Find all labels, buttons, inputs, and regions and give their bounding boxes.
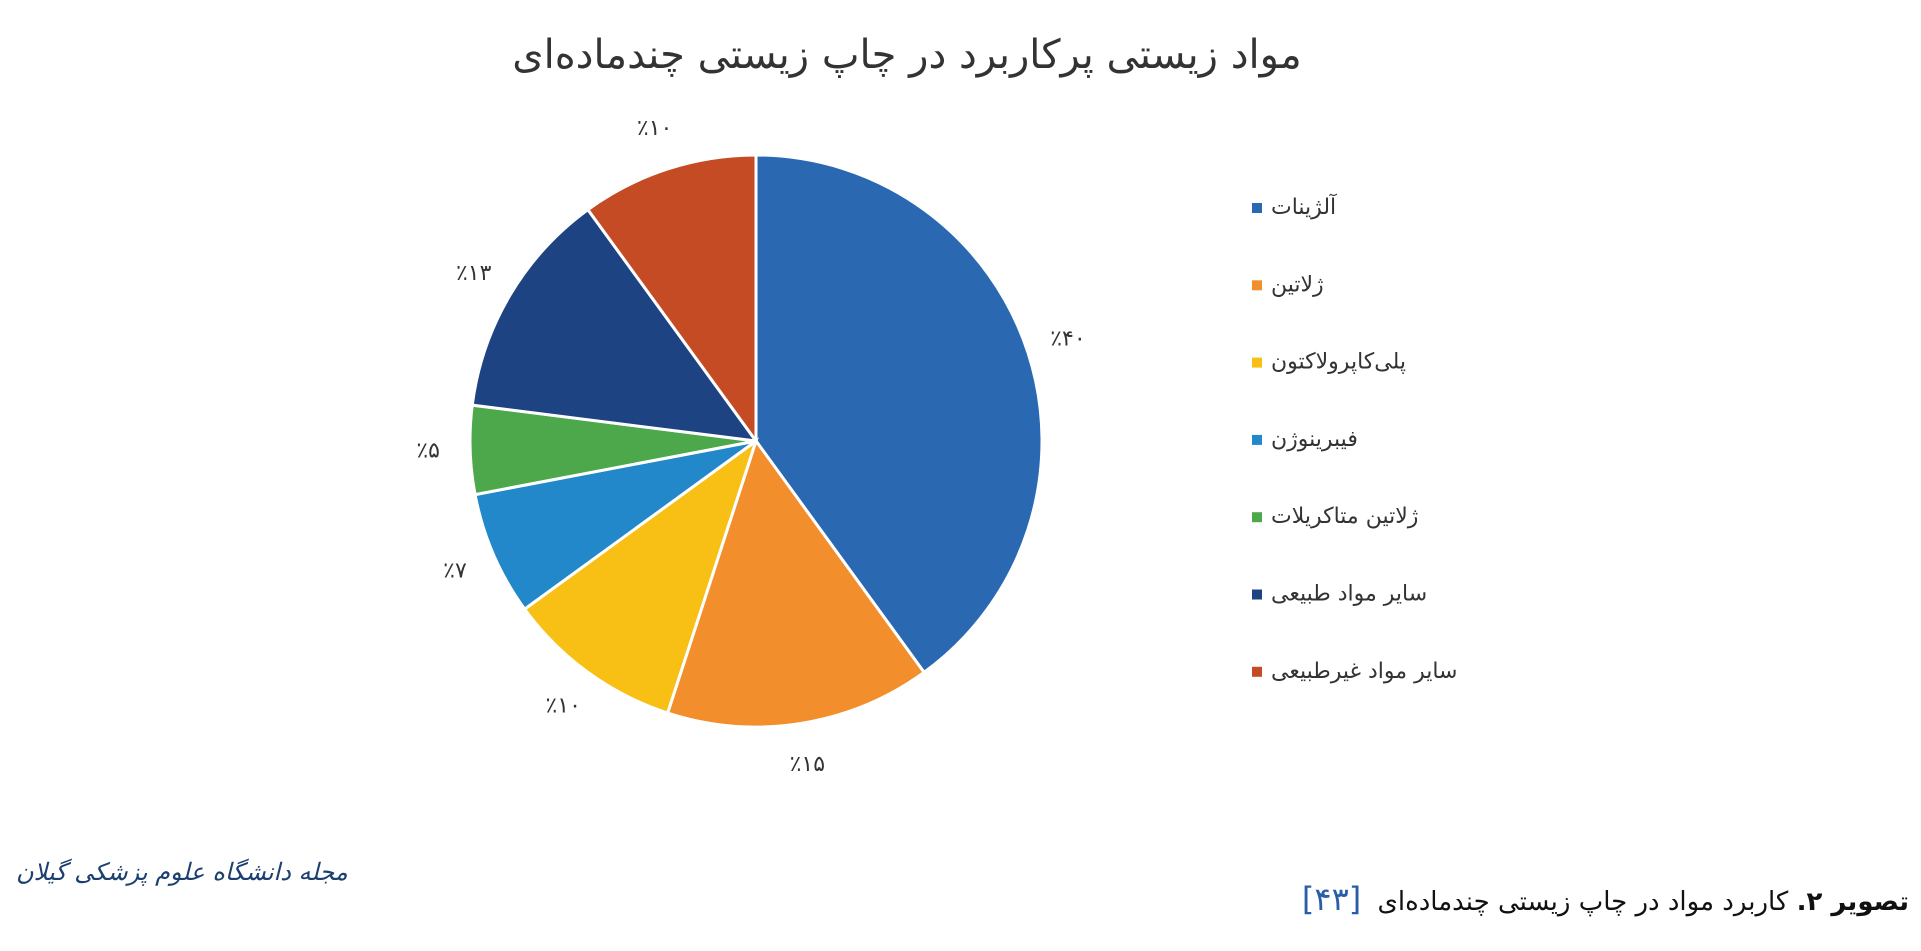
chart: مواد زیستی پرکاربرد در چاپ زیستی چندماده…: [416, 32, 1457, 777]
data-label: ٪۵: [416, 438, 440, 463]
legend-label: ژلاتین متاکریلات: [1271, 504, 1418, 529]
legend-marker: [1252, 357, 1262, 368]
legend-marker: [1252, 203, 1262, 213]
chart-title: مواد زیستی پرکاربرد در چاپ زیستی چندماده…: [512, 32, 1301, 78]
pie-slice: [585, 153, 758, 446]
reference: [۴۳]: [1301, 880, 1362, 918]
pie-slice: [522, 437, 759, 715]
figure-caption: تصویر ۲. کاربرد مواد در چاپ زیستی چندماد…: [1302, 880, 1909, 918]
legend-label: سایر مواد طبیعی: [1271, 582, 1427, 607]
legend-marker: [1252, 434, 1262, 445]
data-label: ٪۴۰: [1050, 327, 1085, 352]
pie-slice: [473, 439, 757, 612]
data-label: ٪۷: [443, 558, 467, 583]
legend-label: آلژینات: [1271, 193, 1337, 220]
legend-label: سایر مواد غیرطبیعی: [1271, 659, 1457, 684]
pie-slice: [754, 153, 1044, 675]
legend-marker: [1252, 666, 1262, 677]
caption-text: کاربرد مواد در چاپ زیستی چندماده‌ای: [1377, 887, 1789, 917]
legend-label: ژلاتین: [1271, 272, 1324, 297]
pie-slice: [470, 207, 760, 443]
legend-label: فیبرینوژن: [1271, 427, 1358, 452]
data-label: ٪۱۵: [790, 752, 825, 777]
pie-slice: [665, 437, 927, 729]
data-label: ٪۱۰: [637, 116, 672, 141]
caption-label: تصویر ۲.: [1796, 887, 1909, 917]
data-label: ٪۱۰: [545, 693, 580, 718]
data-label: ٪۱۳: [456, 261, 492, 286]
legend-marker: [1252, 589, 1262, 600]
legend-marker: [1252, 512, 1262, 523]
legend-label: پلی‌کاپرولاکتون: [1271, 350, 1406, 375]
journal-logo: مجله دانشگاه علوم پزشکی گیلان: [16, 858, 348, 886]
legend-marker: [1252, 280, 1262, 291]
